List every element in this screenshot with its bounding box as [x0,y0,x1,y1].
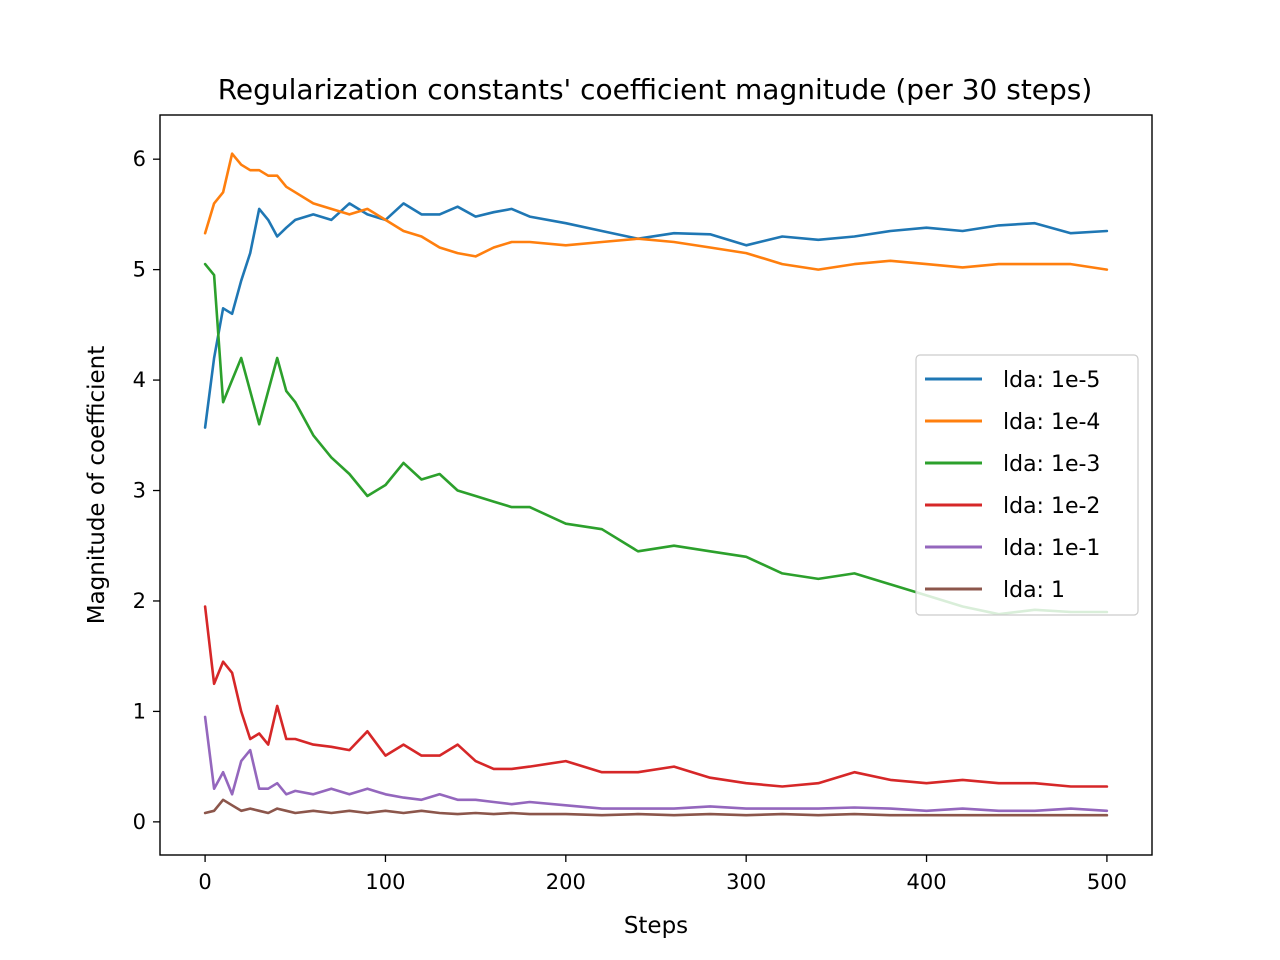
series-line-0 [203,202,1109,429]
x-axis-label: Steps [624,913,688,939]
y-axis: 0 1 2 3 4 5 6 [133,147,160,834]
x-tick-label: 500 [1087,870,1127,894]
x-tick-label: 100 [365,870,405,894]
y-tick-label: 2 [133,589,146,613]
legend-label-1: lda: 1e-4 [1003,410,1100,435]
x-tick-label: 200 [546,870,586,894]
y-tick-label: 1 [133,699,146,723]
series-line-3 [203,605,1109,788]
legend-box [915,354,1139,616]
x-tick-label: 400 [906,870,946,894]
series-line-1 [203,152,1109,271]
series-line-2 [203,262,1109,616]
legend-label-3: lda: 1e-2 [1003,494,1100,519]
x-tick-label: 300 [726,870,766,894]
y-tick-label: 0 [133,810,146,834]
y-axis-label: Magnitude of coefficient [84,346,110,625]
y-tick-label: 4 [133,368,146,392]
legend: lda: 1e-5 lda: 1e-4 lda: 1e-3 lda: 1e-2 lda:… [915,354,1139,616]
x-axis: 0 100 200 300 400 500 [198,855,1127,894]
chart-title: Regularization constants' coefficient ma… [218,73,1093,106]
legend-label-4: lda: 1e-1 [1003,536,1100,561]
x-tick-label: 0 [198,870,211,894]
y-tick-label: 6 [133,147,146,171]
y-tick-label: 5 [133,258,146,282]
series-line-5 [203,798,1109,817]
legend-label-2: lda: 1e-3 [1003,452,1100,477]
plot-lines [203,152,1109,817]
y-tick-label: 3 [133,479,146,503]
legend-label-0: lda: 1e-5 [1003,368,1100,393]
plot-frame [159,114,1153,856]
series-line-4 [203,715,1109,813]
legend-label-5: lda: 1 [1003,578,1065,603]
